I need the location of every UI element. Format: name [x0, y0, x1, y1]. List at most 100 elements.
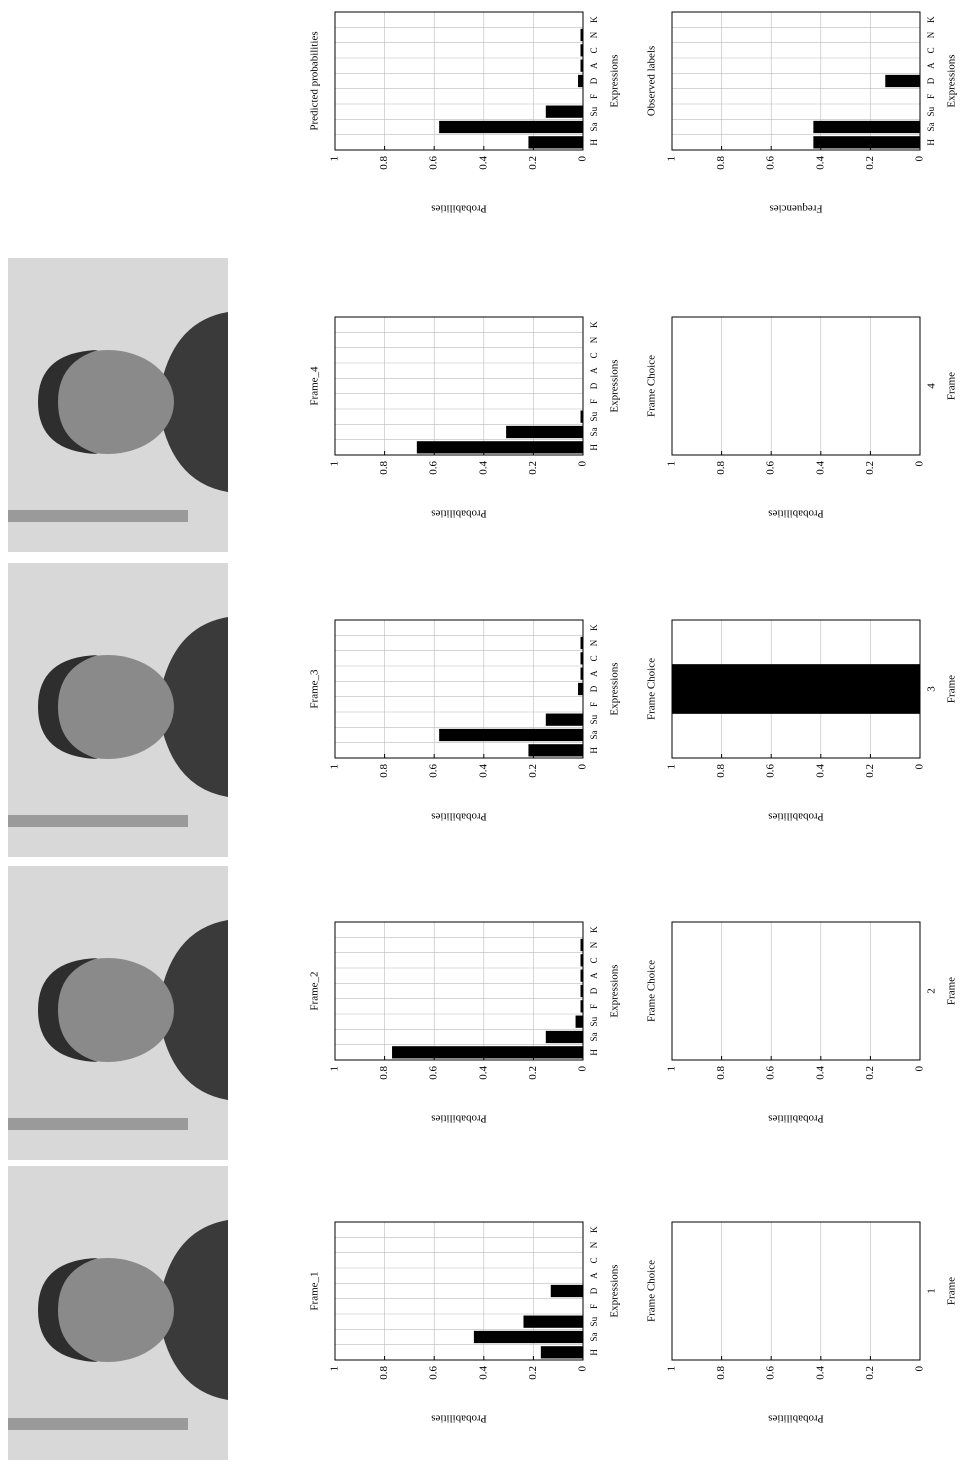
chart: 0 0.2 0.4 0.6 0.8 1 H Sa Su F D A C N K Frame_3 Expressi…: [309, 619, 621, 822]
y-tick-label: 1: [666, 156, 678, 162]
chart-title: Observed labels: [646, 46, 658, 117]
y-tick-label: 1: [329, 156, 341, 162]
chart-title: Frame_3: [309, 669, 321, 709]
bar: [580, 44, 584, 57]
y-axis-label: Probabilities: [768, 1412, 824, 1424]
y-tick-label: 1: [666, 764, 678, 770]
y-tick-label: 0.2: [527, 1066, 539, 1080]
x-tick-label: H: [589, 139, 599, 146]
bar: [580, 652, 584, 665]
x-tick-label: 4: [926, 383, 938, 389]
x-tick-label: Su: [589, 411, 599, 421]
y-tick-label: 0: [914, 1366, 926, 1372]
chart: 0 0.2 0.4 0.6 0.8 1 2 Frame Choice Frame Probabil…: [646, 921, 958, 1124]
y-tick-label: 0.8: [378, 1366, 390, 1380]
x-tick-label: D: [589, 987, 599, 994]
plot-background: [335, 12, 583, 150]
y-tick-label: 0.4: [477, 1066, 489, 1080]
y-axis-label: Probabilities: [431, 507, 487, 519]
x-tick-label: C: [589, 352, 599, 358]
y-tick-label: 0.6: [428, 156, 440, 170]
bar: [813, 136, 920, 149]
bar: [540, 1346, 584, 1359]
bar: [523, 1315, 583, 1328]
chart-title: Frame Choice: [646, 960, 658, 1022]
y-axis-label: Probabilities: [431, 202, 487, 214]
x-axis-label: Expressions: [609, 964, 621, 1017]
y-axis-label: Probabilities: [768, 810, 824, 822]
plot-background: [672, 317, 920, 455]
x-tick-label: K: [589, 1226, 599, 1233]
y-axis-label: Probabilities: [768, 1112, 824, 1124]
chart: 0 0.2 0.4 0.6 0.8 1 H Sa Su F D A C N K Frame_4 Expressi…: [309, 316, 621, 519]
x-tick-label: A: [589, 367, 599, 374]
photo-hair: [38, 958, 98, 1062]
x-tick-label: N: [589, 1241, 599, 1248]
x-tick-label: D: [589, 1287, 599, 1294]
y-tick-label: 0.4: [814, 1366, 826, 1380]
y-tick-label: 0.8: [715, 461, 727, 475]
y-tick-label: 0.2: [864, 1066, 876, 1080]
y-tick-label: 0.2: [527, 1366, 539, 1380]
bar: [580, 636, 584, 650]
y-tick-label: 0: [577, 461, 589, 467]
plot-frame: [334, 921, 584, 1061]
bar: [580, 938, 584, 952]
x-tick-label: Sa: [589, 427, 599, 436]
y-tick-label: 0.2: [864, 156, 876, 170]
plot-frame: [671, 1221, 921, 1361]
y-tick-label: 0.4: [477, 764, 489, 778]
x-tick-label: C: [589, 1257, 599, 1263]
bar: [580, 59, 584, 72]
chart-title: Frame Choice: [646, 1260, 658, 1322]
bar: [416, 441, 583, 454]
photo: [8, 1166, 228, 1460]
x-tick-label: D: [926, 77, 936, 84]
plot-frame: [671, 316, 921, 456]
y-axis-label: Probabilities: [768, 507, 824, 519]
y-tick-label: 0.4: [814, 156, 826, 170]
y-tick-label: 1: [666, 1366, 678, 1372]
bar: [813, 120, 920, 134]
x-tick-label: 3: [926, 686, 938, 692]
bar: [580, 984, 584, 998]
photo-hair: [38, 350, 98, 454]
chart: 0 0.2 0.4 0.6 0.8 1 H Sa Su F D A C N K Frame_2 Expressi…: [309, 921, 621, 1124]
x-tick-label: Su: [589, 1016, 599, 1026]
bar: [672, 664, 920, 714]
y-tick-label: 0.4: [814, 764, 826, 778]
x-tick-label: Su: [589, 714, 599, 724]
y-tick-label: 0.6: [765, 764, 777, 778]
bar: [580, 667, 584, 680]
plot-frame: [671, 921, 921, 1061]
x-tick-label: K: [589, 16, 599, 23]
chart-title: Frame Choice: [646, 658, 658, 720]
x-axis-label: Expressions: [609, 359, 621, 412]
y-tick-label: 1: [329, 461, 341, 467]
y-tick-label: 0.6: [765, 1066, 777, 1080]
x-tick-label: Sa: [589, 730, 599, 739]
y-tick-label: 0.2: [527, 461, 539, 475]
y-tick-label: 0: [914, 461, 926, 467]
x-tick-label: N: [589, 639, 599, 646]
chart-title: Frame_2: [309, 971, 321, 1010]
y-tick-label: 1: [329, 1066, 341, 1072]
y-tick-label: 0: [914, 156, 926, 162]
y-tick-label: 0.4: [477, 1366, 489, 1380]
x-axis-label: Expressions: [609, 54, 621, 107]
photo-hair: [38, 655, 98, 759]
chart: 0 0.2 0.4 0.6 0.8 1 1 Frame Choice Frame Probabil…: [646, 1221, 958, 1424]
x-axis-label: Expressions: [609, 1264, 621, 1317]
photo: [8, 258, 228, 552]
x-tick-label: K: [589, 926, 599, 933]
y-tick-label: 0.8: [378, 461, 390, 475]
plot-background: [335, 922, 583, 1060]
photo: [8, 563, 228, 857]
y-axis-label: Probabilities: [431, 1412, 487, 1424]
chart-title: Frame Choice: [646, 355, 658, 417]
y-tick-label: 0.6: [428, 764, 440, 778]
x-axis-label: Expressions: [609, 662, 621, 715]
plot-background: [672, 1222, 920, 1360]
y-tick-label: 0: [914, 1066, 926, 1072]
plot-frame: [671, 619, 921, 759]
